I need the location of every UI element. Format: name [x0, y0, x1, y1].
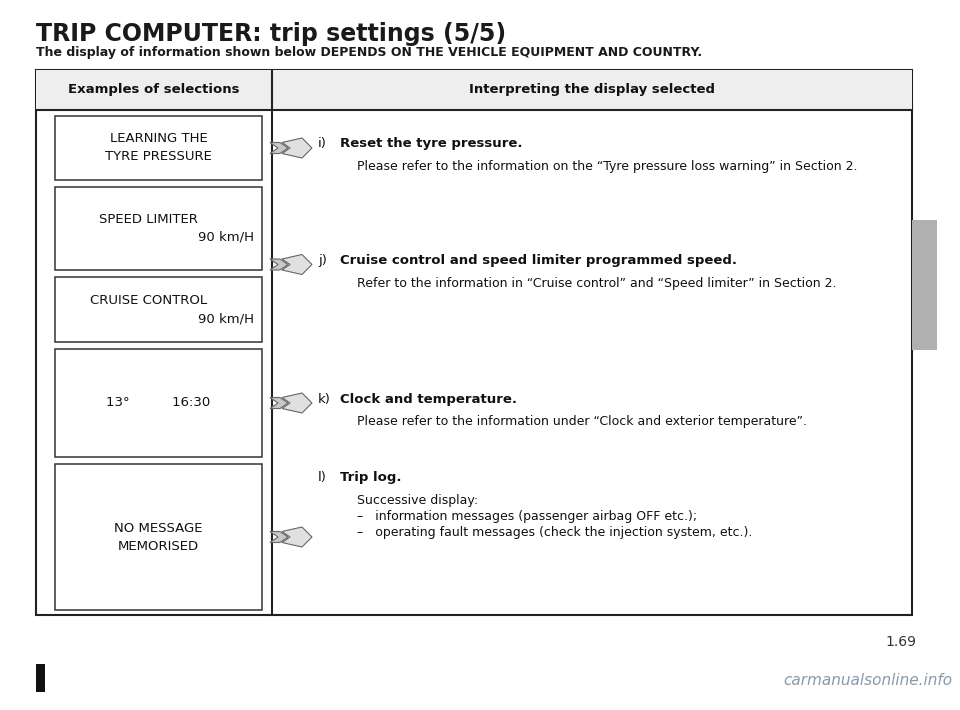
Bar: [55, 116, 262, 180]
Polygon shape: [270, 259, 288, 270]
Polygon shape: [282, 138, 312, 158]
Polygon shape: [282, 527, 312, 547]
Text: SPEED LIMITER: SPEED LIMITER: [99, 213, 198, 226]
Text: Interpreting the display selected: Interpreting the display selected: [469, 84, 715, 97]
Polygon shape: [270, 398, 288, 408]
Text: 1.69: 1.69: [885, 635, 916, 649]
Text: Please refer to the information on the “Tyre pressure loss warning” in Section 2: Please refer to the information on the “…: [357, 160, 857, 173]
Text: 90 km/H: 90 km/H: [198, 312, 254, 325]
Bar: [55, 277, 262, 342]
Bar: [55, 187, 262, 270]
Bar: [36, 664, 45, 692]
Text: Trip log.: Trip log.: [340, 471, 401, 484]
Text: –   information messages (passenger airbag OFF etc.);: – information messages (passenger airbag…: [357, 510, 697, 523]
Bar: [912, 220, 937, 350]
Text: Clock and temperature.: Clock and temperature.: [340, 393, 517, 405]
Text: Examples of selections: Examples of selections: [68, 84, 240, 97]
Text: 90 km/H: 90 km/H: [198, 231, 254, 244]
Polygon shape: [270, 143, 288, 153]
Text: CRUISE CONTROL: CRUISE CONTROL: [90, 294, 207, 307]
Text: Successive display:: Successive display:: [357, 494, 478, 507]
Text: i): i): [318, 138, 326, 151]
Polygon shape: [282, 254, 312, 275]
Text: k): k): [318, 393, 331, 405]
Text: The display of information shown below DEPENDS ON THE VEHICLE EQUIPMENT AND COUN: The display of information shown below D…: [36, 46, 702, 59]
Text: Please refer to the information under “Clock and exterior temperature”.: Please refer to the information under “C…: [357, 415, 807, 428]
Text: 13°          16:30: 13° 16:30: [107, 396, 210, 410]
Text: Refer to the information in “Cruise control” and “Speed limiter” in Section 2.: Refer to the information in “Cruise cont…: [357, 276, 836, 290]
Bar: [55, 464, 262, 610]
Text: –   operating fault messages (check the injection system, etc.).: – operating fault messages (check the in…: [357, 526, 753, 539]
Text: Reset the tyre pressure.: Reset the tyre pressure.: [340, 138, 522, 151]
Polygon shape: [270, 532, 288, 542]
Text: NO MESSAGE: NO MESSAGE: [114, 522, 203, 535]
Text: l): l): [318, 471, 326, 484]
Polygon shape: [282, 393, 312, 413]
Text: LEARNING THE: LEARNING THE: [109, 133, 207, 146]
Text: j): j): [318, 254, 326, 267]
Text: TRIP COMPUTER: trip settings (5/5): TRIP COMPUTER: trip settings (5/5): [36, 22, 506, 46]
Text: TYRE PRESSURE: TYRE PRESSURE: [105, 151, 212, 163]
Text: carmanualsonline.info: carmanualsonline.info: [782, 673, 952, 688]
Text: Cruise control and speed limiter programmed speed.: Cruise control and speed limiter program…: [340, 254, 737, 267]
Bar: [36, 70, 912, 110]
Text: MEMORISED: MEMORISED: [118, 540, 199, 552]
Bar: [36, 70, 912, 615]
Bar: [55, 349, 262, 457]
